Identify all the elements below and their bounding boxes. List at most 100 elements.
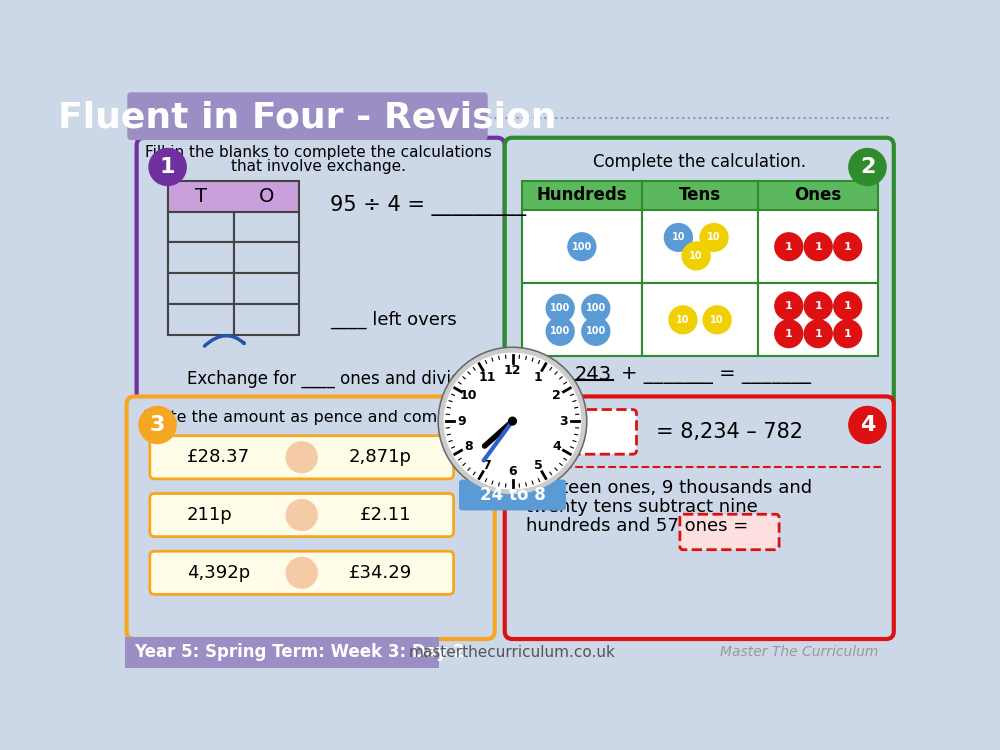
FancyBboxPatch shape xyxy=(642,210,758,284)
Text: 1: 1 xyxy=(814,301,822,311)
Text: 100: 100 xyxy=(586,326,606,337)
FancyBboxPatch shape xyxy=(234,242,299,273)
Text: 1: 1 xyxy=(534,370,542,383)
FancyArrowPatch shape xyxy=(205,335,244,346)
Text: O: O xyxy=(259,187,274,206)
FancyBboxPatch shape xyxy=(505,138,894,407)
Text: 1: 1 xyxy=(785,328,793,339)
Text: 4: 4 xyxy=(552,440,561,453)
Circle shape xyxy=(568,232,596,260)
FancyBboxPatch shape xyxy=(522,284,642,356)
Text: 11: 11 xyxy=(478,370,496,383)
FancyBboxPatch shape xyxy=(459,479,566,511)
Text: + _______ = _______: + _______ = _______ xyxy=(621,365,811,385)
FancyBboxPatch shape xyxy=(150,436,454,478)
Circle shape xyxy=(664,224,692,251)
Circle shape xyxy=(546,295,574,322)
Text: 4,392p: 4,392p xyxy=(187,564,250,582)
Text: 10: 10 xyxy=(710,315,724,325)
Circle shape xyxy=(804,292,832,320)
FancyBboxPatch shape xyxy=(758,181,878,210)
Text: £2.11: £2.11 xyxy=(360,506,412,524)
Text: 2,871p: 2,871p xyxy=(349,448,412,466)
Text: £28.37: £28.37 xyxy=(187,448,250,466)
Circle shape xyxy=(849,148,886,185)
Text: 2: 2 xyxy=(552,389,561,402)
Circle shape xyxy=(775,292,803,320)
FancyBboxPatch shape xyxy=(234,211,299,242)
Circle shape xyxy=(286,442,317,472)
Circle shape xyxy=(149,148,186,185)
Circle shape xyxy=(804,232,832,260)
FancyBboxPatch shape xyxy=(168,181,299,212)
FancyBboxPatch shape xyxy=(758,210,878,284)
Text: Tens: Tens xyxy=(679,187,721,205)
Circle shape xyxy=(438,347,587,495)
Text: 1: 1 xyxy=(844,328,852,339)
Circle shape xyxy=(440,349,585,494)
FancyBboxPatch shape xyxy=(642,181,758,210)
Text: 24 to 8: 24 to 8 xyxy=(480,486,545,504)
Text: 10: 10 xyxy=(676,315,690,325)
Text: 1: 1 xyxy=(814,242,822,252)
Circle shape xyxy=(286,557,317,588)
FancyBboxPatch shape xyxy=(522,181,642,210)
Text: twenty tens subtract nine: twenty tens subtract nine xyxy=(526,498,758,516)
Text: masterthecurriculum.co.uk: masterthecurriculum.co.uk xyxy=(409,644,616,659)
Text: Year 5: Spring Term: Week 3: Day 2: Year 5: Spring Term: Week 3: Day 2 xyxy=(134,643,465,661)
Text: 10: 10 xyxy=(459,389,477,402)
FancyBboxPatch shape xyxy=(150,551,454,594)
Text: T: T xyxy=(195,187,207,206)
FancyBboxPatch shape xyxy=(524,410,637,454)
FancyBboxPatch shape xyxy=(522,210,642,284)
Circle shape xyxy=(509,417,516,425)
Text: 3: 3 xyxy=(559,415,568,428)
Text: 6: 6 xyxy=(508,466,517,478)
Text: Fill in the blanks to complete the calculations: Fill in the blanks to complete the calcu… xyxy=(145,146,492,160)
Text: that involve exchange.: that involve exchange. xyxy=(231,159,406,174)
Text: Complete the calculation.: Complete the calculation. xyxy=(593,153,806,171)
Circle shape xyxy=(834,292,862,320)
Circle shape xyxy=(775,232,803,260)
Circle shape xyxy=(849,406,886,443)
Text: = 8,234 – 782: = 8,234 – 782 xyxy=(656,422,803,442)
Text: 5: 5 xyxy=(534,458,542,472)
Text: 100: 100 xyxy=(550,303,570,313)
Circle shape xyxy=(286,500,317,530)
FancyBboxPatch shape xyxy=(234,304,299,334)
Text: 100: 100 xyxy=(550,326,570,337)
FancyBboxPatch shape xyxy=(168,304,234,334)
FancyBboxPatch shape xyxy=(505,397,894,639)
Circle shape xyxy=(834,232,862,260)
FancyBboxPatch shape xyxy=(168,211,234,242)
Text: 7: 7 xyxy=(483,458,491,472)
Text: 211p: 211p xyxy=(187,506,233,524)
Text: 2: 2 xyxy=(860,157,875,177)
Circle shape xyxy=(444,353,581,489)
FancyBboxPatch shape xyxy=(125,637,439,668)
Text: Fluent in Four - Revision: Fluent in Four - Revision xyxy=(58,100,556,135)
Text: Write the amount as pence and compare.: Write the amount as pence and compare. xyxy=(144,410,478,424)
Text: 1: 1 xyxy=(844,301,852,311)
Text: Ones: Ones xyxy=(795,187,842,205)
Circle shape xyxy=(804,320,832,347)
Text: Hundreds: Hundreds xyxy=(537,187,627,205)
Text: 4: 4 xyxy=(860,415,875,435)
Circle shape xyxy=(682,242,710,270)
Text: 100: 100 xyxy=(586,303,606,313)
Text: 9: 9 xyxy=(457,415,466,428)
Text: 1: 1 xyxy=(814,328,822,339)
Text: Exchange for ____ ones and divide: Exchange for ____ ones and divide xyxy=(187,370,472,388)
Text: 95 ÷ 4 = _________: 95 ÷ 4 = _________ xyxy=(330,195,526,216)
FancyBboxPatch shape xyxy=(125,90,900,668)
Text: 10: 10 xyxy=(707,232,721,242)
Text: 1: 1 xyxy=(844,242,852,252)
FancyBboxPatch shape xyxy=(127,92,488,140)
Text: £34.29: £34.29 xyxy=(349,564,412,582)
Text: 243: 243 xyxy=(574,365,612,385)
Text: Thirteen ones, 9 thousands and: Thirteen ones, 9 thousands and xyxy=(526,478,813,496)
FancyBboxPatch shape xyxy=(127,397,495,639)
FancyBboxPatch shape xyxy=(150,494,454,536)
FancyBboxPatch shape xyxy=(168,242,234,273)
FancyBboxPatch shape xyxy=(642,284,758,356)
